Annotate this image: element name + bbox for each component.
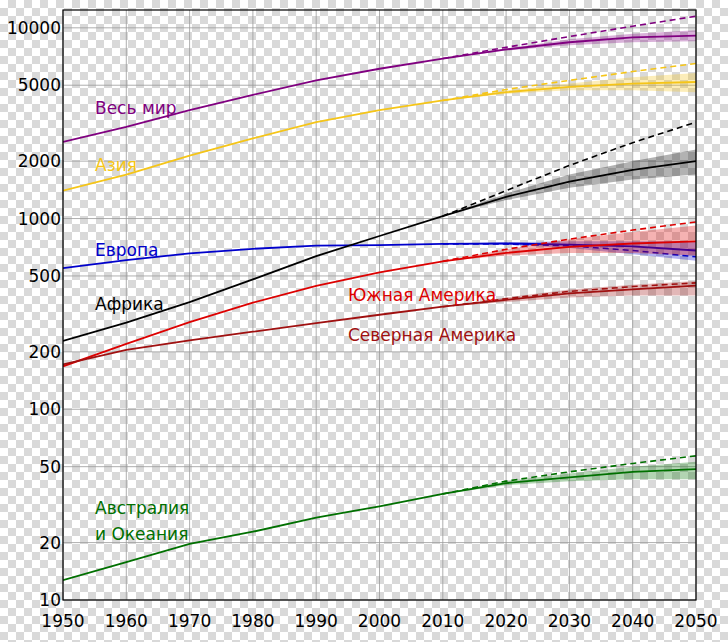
axes: 1950196019701980199020002010202020302040… [7,18,718,631]
x-tick-label: 2000 [358,611,401,631]
series-label: Весь мир [95,98,177,118]
chart: 1950196019701980199020002010202020302040… [0,0,728,642]
series-label: Африка [95,294,164,314]
y-grid-line [63,161,696,162]
plot-frame [63,10,696,600]
series [63,281,696,364]
series [63,16,696,142]
x-tick-label: 1970 [168,611,211,631]
y-tick-label: 20 [39,533,61,553]
y-tick-label: 200 [29,342,61,362]
x-grid-line [316,10,317,600]
series-line [63,469,696,580]
y-tick-label: 2000 [18,151,61,171]
label-line: Австралия [95,498,189,518]
grid [63,10,696,600]
series-line [63,241,696,366]
y-grid-line [63,409,696,410]
x-tick-label: 2020 [484,611,527,631]
x-tick-label: 2040 [611,611,654,631]
x-tick-label: 2010 [421,611,464,631]
series-label: Северная Америка [348,325,516,345]
x-tick-label: 1990 [295,611,338,631]
x-grid-line [442,10,443,600]
y-tick-label: 500 [29,266,61,286]
x-grid-line [569,10,570,600]
y-tick-label: 10 [39,590,61,610]
series-line [63,286,696,365]
x-tick-label: 1950 [41,611,84,631]
y-tick-label: 1000 [18,209,61,229]
series-label: Азия [95,155,137,175]
y-grid-line [63,218,696,219]
y-tick-label: 5000 [18,75,61,95]
x-tick-label: 2030 [548,611,591,631]
projection-band [443,150,696,217]
y-grid-line [63,275,696,276]
high-projection-line [443,122,696,216]
x-grid-line [632,10,633,600]
y-grid-line [63,27,696,28]
label-line: и Океания [95,524,188,544]
x-tick-label: 1980 [231,611,274,631]
series-label: Австралия и Океания [95,498,189,544]
y-tick-label: 100 [29,399,61,419]
projection-band [443,30,696,58]
series [63,222,696,366]
y-grid-line [63,351,696,352]
y-tick-label: 10000 [7,18,61,38]
x-grid-line [379,10,380,600]
x-tick-label: 1960 [105,611,148,631]
y-tick-label: 50 [39,457,61,477]
series-line [63,36,696,142]
x-grid-line [189,10,190,600]
x-tick-label: 2050 [674,611,717,631]
series [63,122,696,341]
series-label: Европа [95,240,158,260]
series-labels: Весь мир Азия Европа Африка Южная Америка Сев… [95,98,516,544]
x-grid-line [506,10,507,600]
series [63,456,696,580]
high-projection-line [443,222,696,261]
series-label: Южная Америка [348,285,496,305]
plot-area [63,16,696,580]
x-grid-line [252,10,253,600]
